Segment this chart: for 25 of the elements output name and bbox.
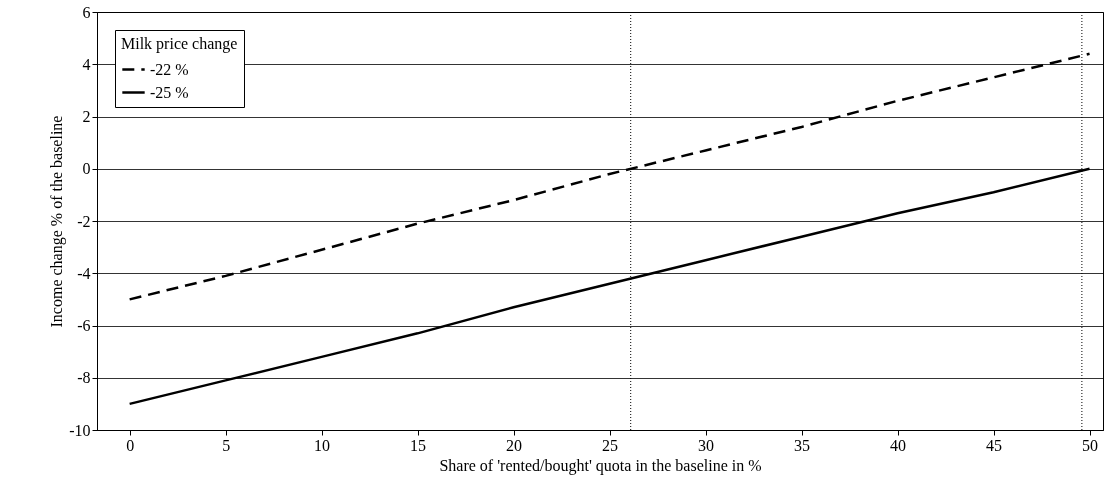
y-tick-label: 6 <box>82 3 91 21</box>
x-tick-label: 20 <box>506 436 523 454</box>
y-axis-title: Income change % of the baseline <box>48 115 67 328</box>
x-tick-label: 50 <box>1082 436 1099 454</box>
legend-title: Milk price change <box>121 35 238 53</box>
y-tick-label: -10 <box>69 421 91 439</box>
legend-label: -22 % <box>150 60 189 78</box>
legend-label: -25 % <box>150 83 189 101</box>
x-tick-label: 25 <box>602 436 619 454</box>
y-tick-label: -4 <box>77 264 91 282</box>
x-tick-label: 30 <box>698 436 715 454</box>
x-tick-label: 40 <box>890 436 907 454</box>
y-tick-label: 4 <box>82 55 91 73</box>
y-tick-label: -6 <box>77 317 91 334</box>
y-tick-label: 2 <box>82 108 91 125</box>
x-tick-label: 10 <box>314 436 331 454</box>
x-tick-label: 5 <box>222 436 231 454</box>
x-tick-label: 35 <box>794 436 811 454</box>
x-axis-title: Share of 'rented/bought' quota in the baseline in % <box>439 456 762 475</box>
x-tick-label: 45 <box>986 436 1003 454</box>
y-tick-label: -2 <box>77 212 91 230</box>
y-tick-label: -8 <box>77 369 91 387</box>
y-tick-label: 0 <box>82 160 91 178</box>
x-tick-label: 15 <box>410 436 427 454</box>
x-tick-label: 0 <box>126 436 135 454</box>
